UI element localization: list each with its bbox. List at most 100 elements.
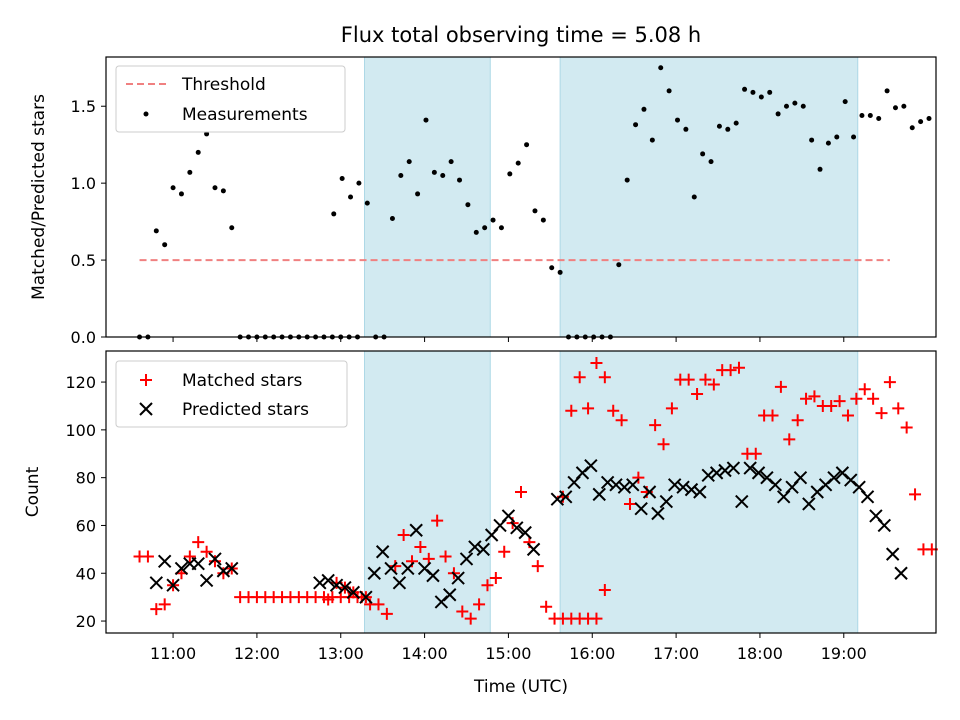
predicted-star-point — [726, 461, 741, 475]
y-tick-label: 20 — [76, 612, 96, 631]
predicted-star-point — [518, 525, 532, 540]
measurements-legend-swatch — [143, 111, 149, 117]
matched-star-point — [489, 572, 502, 585]
matched-star-point — [892, 402, 905, 415]
matched-star-point — [439, 550, 452, 563]
predicted-star-point — [174, 561, 189, 576]
bottom-legend: Matched stars Predicted stars — [115, 360, 348, 428]
matched-star-point — [800, 392, 813, 405]
measurement-point — [725, 126, 731, 132]
measurement-point — [178, 191, 184, 197]
x-axis-label: Time (UTC) — [473, 677, 568, 697]
matched-star-point — [691, 388, 704, 401]
predicted-star-point — [743, 461, 757, 475]
matched-star-point — [607, 404, 620, 417]
measurement-point — [490, 217, 496, 223]
measurement-point — [440, 172, 446, 178]
predicted-star-point — [443, 588, 457, 602]
matched-legend-label: Matched stars — [182, 371, 302, 391]
matched-star-point — [649, 419, 662, 432]
predicted-star-point — [735, 494, 749, 509]
predicted-star-point — [409, 523, 423, 537]
measurement-point — [767, 89, 773, 95]
predicted-star-point — [617, 480, 632, 494]
y-tick-label: 80 — [76, 469, 96, 488]
predicted-star-point — [401, 561, 415, 576]
predicted-star-point — [191, 556, 205, 571]
measurement-point — [809, 137, 815, 143]
predicted-star-point — [459, 552, 474, 566]
matched-star-point — [858, 383, 871, 396]
matched-star-point — [389, 560, 402, 573]
predicted-star-point — [592, 487, 606, 502]
matched-star-point — [900, 421, 913, 434]
measurement-point — [918, 119, 924, 125]
measurement-point — [708, 159, 714, 165]
bottom-y-axis-label: Count — [23, 466, 43, 517]
matched-star-point — [682, 373, 695, 386]
matched-star-point — [783, 433, 796, 446]
measurement-point — [549, 265, 555, 271]
predicted-star-point — [346, 585, 361, 600]
measurement-point — [557, 269, 563, 275]
predicted-star-point — [693, 485, 707, 499]
matched-star-point — [850, 392, 863, 405]
matched-star-point — [615, 414, 628, 427]
measurement-point — [674, 117, 680, 123]
measurement-point — [892, 105, 898, 111]
measurement-point — [691, 194, 697, 200]
matched-star-point — [208, 555, 221, 568]
matched-star-point — [665, 402, 678, 415]
measurement-point — [742, 86, 748, 92]
measurement-point — [431, 169, 437, 175]
bottom-legend-box — [115, 360, 348, 428]
matched-star-point — [867, 392, 880, 405]
predicted-star-point — [793, 470, 808, 485]
predicted-star-point — [392, 576, 407, 590]
matched-star-point — [456, 605, 469, 618]
top-legend-box — [115, 65, 346, 133]
measurement-point — [195, 149, 201, 155]
measurement-point — [851, 134, 857, 140]
measurement-point — [498, 225, 504, 231]
x-tick-label: 15:00 — [485, 644, 531, 663]
shaded-interval-2 — [559, 56, 859, 338]
matched-star-point — [498, 545, 511, 558]
matched-star-point — [431, 514, 444, 527]
y-tick-label: 0.0 — [71, 328, 96, 347]
matched-star-point — [380, 607, 393, 620]
measurement-point — [364, 200, 370, 206]
matched-star-point — [322, 593, 335, 606]
measurement-point — [473, 229, 479, 235]
matched-star-point — [473, 598, 486, 611]
top-shaded-intervals — [364, 56, 859, 338]
measurement-point — [641, 106, 647, 112]
matched-star-point — [397, 529, 410, 542]
x-tick-label: 13:00 — [318, 644, 364, 663]
matched-star-point — [732, 361, 745, 374]
predicted-star-point — [626, 478, 640, 492]
predicted-star-point — [642, 485, 657, 499]
top-x-ticks — [172, 337, 845, 342]
predicted-star-point — [199, 573, 214, 588]
matched-star-point — [200, 545, 213, 558]
measurement-point — [524, 142, 530, 148]
predicted-points — [149, 459, 908, 609]
x-tick-label: 19:00 — [821, 644, 867, 663]
predicted-star-point — [860, 490, 875, 504]
measurement-point — [170, 185, 176, 191]
measurement-points — [137, 65, 932, 340]
measurement-point — [733, 120, 739, 126]
measurement-point — [867, 112, 873, 118]
matched-star-point — [707, 378, 720, 391]
predicted-star-point — [157, 554, 172, 569]
measurement-point — [658, 65, 664, 71]
matched-star-point — [598, 583, 611, 596]
predicted-star-point — [338, 580, 352, 595]
matched-star-point — [141, 550, 154, 563]
predicted-star-point — [827, 470, 841, 485]
predicted-star-point — [476, 542, 490, 557]
measurement-point — [817, 166, 823, 172]
matched-legend-swatch — [140, 374, 152, 386]
